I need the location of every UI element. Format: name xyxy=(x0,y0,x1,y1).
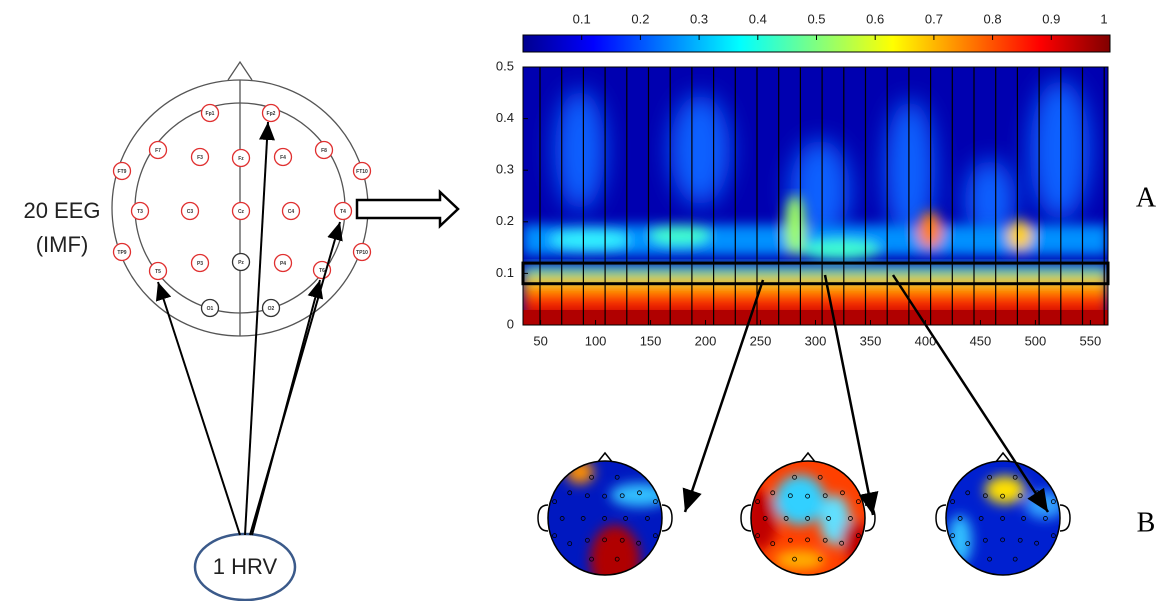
ear xyxy=(662,505,672,531)
electrode-label: Fp1 xyxy=(206,111,215,117)
electrode-label: F3 xyxy=(197,155,203,161)
x-tick-label: 550 xyxy=(1080,333,1102,348)
colorbar-tick-label: 0.7 xyxy=(925,11,943,26)
hrv-label: 1 HRV xyxy=(213,554,278,579)
y-tick-label: 0.4 xyxy=(496,110,514,125)
colorbar-tick-label: 0.1 xyxy=(573,11,591,26)
electrode-label: F8 xyxy=(321,148,327,154)
spectrogram xyxy=(523,67,1108,325)
panel-label: A xyxy=(1136,182,1157,213)
y-tick-label: 0.1 xyxy=(496,265,514,280)
electrode-label: FT9 xyxy=(118,169,127,175)
topomap xyxy=(538,453,672,595)
ear xyxy=(538,505,548,531)
ear xyxy=(865,505,875,531)
eeg-label: (IMF) xyxy=(36,232,89,257)
topomap-field xyxy=(943,458,1065,578)
colorbar-tick-label: 0.4 xyxy=(749,11,767,26)
colorbar-tick-label: 0.9 xyxy=(1042,11,1060,26)
electrode-label: T5 xyxy=(155,269,161,275)
electrode-label: T6 xyxy=(319,268,325,274)
panel-label: B xyxy=(1137,507,1156,538)
blob xyxy=(985,476,1025,504)
electrode-label: FT10 xyxy=(356,169,368,175)
electrode-label: Fp2 xyxy=(267,111,276,117)
ear xyxy=(741,505,751,531)
topomap xyxy=(936,453,1070,578)
electrode-label: F4 xyxy=(280,155,286,161)
colorbar-tick-label: 0.2 xyxy=(631,11,649,26)
blob xyxy=(948,515,972,565)
flow-arrow xyxy=(357,192,458,226)
ear xyxy=(1060,505,1070,531)
eeg-label: 20 EEG xyxy=(23,198,100,223)
electrode-head xyxy=(112,62,368,336)
x-tick-label: 50 xyxy=(533,333,547,348)
colorbar-tick-label: 0.8 xyxy=(984,11,1002,26)
electrode-label: TP10 xyxy=(356,250,368,256)
y-tick-label: 0.2 xyxy=(496,213,514,228)
x-tick-label: 350 xyxy=(860,333,882,348)
x-tick-label: 100 xyxy=(585,333,607,348)
colorbar-tick-label: 0.3 xyxy=(690,11,708,26)
colorbar-tick-label: 0.6 xyxy=(866,11,884,26)
electrode-label: O2 xyxy=(268,306,275,312)
x-tick-label: 150 xyxy=(640,333,662,348)
colorbar-tick-label: 1 xyxy=(1100,11,1107,26)
y-tick-label: 0.3 xyxy=(496,162,514,177)
blob xyxy=(775,550,825,570)
x-tick-label: 500 xyxy=(1025,333,1047,348)
ear xyxy=(936,505,946,531)
electrode-label: P3 xyxy=(197,261,203,267)
colorbar-tick-label: 0.5 xyxy=(807,11,825,26)
x-tick-label: 250 xyxy=(750,333,772,348)
blob xyxy=(775,475,825,525)
topomap xyxy=(741,453,875,578)
electrode-label: C3 xyxy=(187,209,194,215)
x-tick-label: 300 xyxy=(805,333,827,348)
x-tick-label: 200 xyxy=(695,333,717,348)
y-tick-label: 0 xyxy=(507,316,514,331)
electrode-label: F7 xyxy=(155,148,161,154)
electrode-label: TP9 xyxy=(117,250,126,256)
figure: Fp1 Fp2 F7 F3 Fz F4 F8 FT9 FT10 T3 C3 Cz C4 T4 TP9 TP10… xyxy=(0,0,1162,601)
electrode-label: C4 xyxy=(288,209,295,215)
electrode-label: O1 xyxy=(207,306,214,312)
electrode-label: T3 xyxy=(137,209,143,215)
x-tick-label: 450 xyxy=(970,333,992,348)
electrode-label: Cz xyxy=(238,209,245,215)
electrode-label: Pz xyxy=(238,260,244,266)
electrode-label: P4 xyxy=(280,261,286,267)
y-tick-label: 0.5 xyxy=(496,58,514,73)
electrode-label: Fz xyxy=(238,156,244,162)
electrode-label: T4 xyxy=(340,209,346,215)
topomaps xyxy=(538,453,1070,595)
